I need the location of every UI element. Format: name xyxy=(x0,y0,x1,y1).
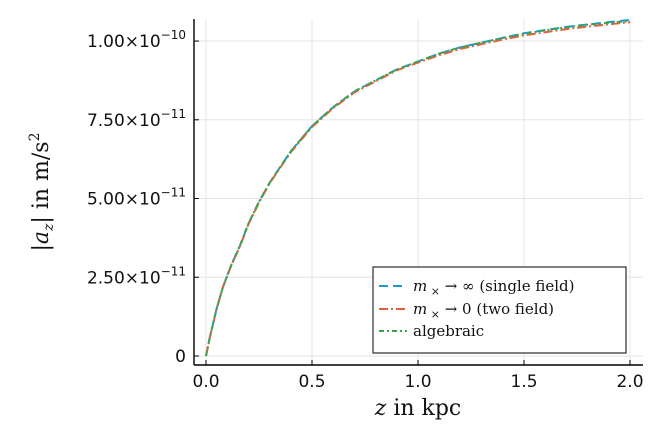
x-axis-label: z in kpc xyxy=(374,396,462,421)
y-tick-exponent: −11 xyxy=(161,264,186,278)
x-tick-label: 1.0 xyxy=(404,372,431,392)
y-tick-mantissa: 2.50×10 xyxy=(87,268,161,288)
series-line-2 xyxy=(205,19,631,357)
y-tick-label: 2.50×10−11 xyxy=(87,264,186,288)
legend-label-two-field: m × → 0 (two field) xyxy=(413,300,554,321)
y-tick-mantissa: 7.50×10 xyxy=(87,111,161,131)
y-tick-label: 1.00×10−10 xyxy=(87,28,186,52)
y-tick-label: 7.50×10−11 xyxy=(87,107,186,131)
y-tick-exponent: −10 xyxy=(161,28,186,42)
y-tick-exponent: −11 xyxy=(161,107,186,121)
legend-label-algebraic: algebraic xyxy=(413,322,484,340)
legend: m × → ∞ (single field) m × → 0 (two fiel… xyxy=(372,266,627,354)
x-tick-labels: 0.0 0.5 1.0 1.5 2.0 xyxy=(192,360,644,392)
x-tick-label: 1.5 xyxy=(510,372,537,392)
grid-lines xyxy=(194,19,643,365)
series-lines xyxy=(205,18,631,357)
x-tick-label: 0.0 xyxy=(192,372,219,392)
y-tick-mantissa: 0 xyxy=(175,347,186,367)
y-tick-mantissa: 1.00×10 xyxy=(87,32,161,52)
legend-item-single-field: m × → ∞ (single field) xyxy=(379,277,575,298)
y-tick-exponent: −11 xyxy=(161,186,186,200)
y-tick-label: 0 xyxy=(175,347,186,367)
y-tick-labels: 02.50×10−115.00×10−117.50×10−111.00×10−1… xyxy=(87,28,199,367)
legend-box xyxy=(372,266,627,354)
y-tick-mantissa: 5.00×10 xyxy=(87,190,161,210)
legend-label-single-field: m × → ∞ (single field) xyxy=(413,277,575,298)
y-axis-label: |az| in m/s2 xyxy=(27,132,57,251)
x-tick-label: 2.0 xyxy=(616,372,643,392)
y-tick-label: 5.00×10−11 xyxy=(87,186,186,210)
x-tick-label: 0.5 xyxy=(298,372,325,392)
legend-item-algebraic: algebraic xyxy=(379,322,484,340)
legend-item-two-field: m × → 0 (two field) xyxy=(379,300,554,321)
